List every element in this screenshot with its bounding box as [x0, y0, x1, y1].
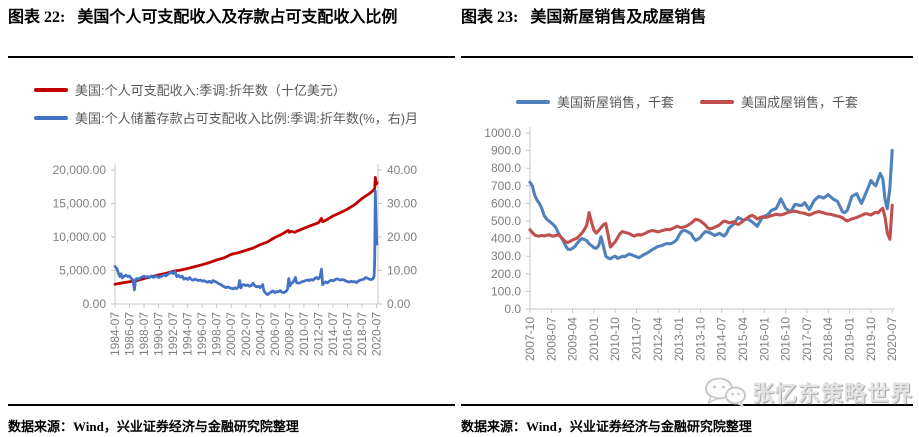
- svg-text:500.0: 500.0: [491, 214, 521, 228]
- svg-text:2012-07: 2012-07: [311, 312, 325, 356]
- svg-text:0.0: 0.0: [504, 302, 521, 316]
- svg-text:2018-07: 2018-07: [355, 312, 369, 356]
- svg-text:10.00: 10.00: [387, 264, 417, 278]
- legend-label: 美国:个人储蓄存款占可支配收入比例:季调:折年数(%，右)月: [75, 111, 419, 126]
- svg-text:1986-07: 1986-07: [123, 312, 137, 356]
- figure-22-title: 图表 22: 美国个人可支配收入及存款占可支配收入比例: [8, 6, 416, 29]
- legend-item-fig22-0: 美国:个人可支配收入:季调:折年数（十亿美元）: [34, 80, 455, 99]
- figure-23-chart: 0.0 100.0 200.0 300.0 400.0 500.0 600.0 700.0 80…: [461, 118, 913, 415]
- svg-text:5,000.00: 5,000.00: [59, 264, 106, 278]
- svg-text:200.0: 200.0: [491, 267, 521, 281]
- svg-text:2014-07: 2014-07: [715, 317, 729, 361]
- svg-text:300.0: 300.0: [491, 249, 521, 263]
- svg-text:2002-07: 2002-07: [239, 312, 253, 356]
- figure-23-header: 图表 23: 美国新屋销售及成屋销售: [461, 6, 913, 58]
- svg-text:40.00: 40.00: [387, 163, 417, 177]
- svg-text:20.00: 20.00: [387, 230, 417, 244]
- figure-22-header: 图表 22: 美国个人可支配收入及存款占可支配收入比例: [8, 6, 455, 58]
- figure-23-legend: 美国新屋销售，千套 美国成屋销售，千套: [461, 92, 913, 111]
- svg-text:1996-07: 1996-07: [195, 312, 209, 356]
- svg-text:10,000.00: 10,000.00: [53, 230, 107, 244]
- legend-label: 美国成屋销售，千套: [741, 95, 859, 110]
- legend-swatch: [700, 99, 734, 104]
- svg-text:20,000.00: 20,000.00: [53, 163, 107, 177]
- figure-23-footer: 数据来源：Wind，兴业证券经济与金融研究院整理: [461, 404, 913, 436]
- watermark: 张忆东策略世界: [704, 376, 913, 408]
- svg-text:2007-10: 2007-10: [523, 317, 537, 361]
- svg-text:1000.0: 1000.0: [484, 126, 521, 140]
- svg-text:2019-10: 2019-10: [864, 317, 878, 361]
- legend-item-fig23-1: 美国成屋销售，千套: [700, 92, 858, 111]
- svg-text:100.0: 100.0: [491, 284, 521, 298]
- figure-22-chart: 0.00 5,000.00 10,000.00 15,000.00 20,000.00 0…: [8, 146, 455, 388]
- svg-text:1994-07: 1994-07: [181, 312, 195, 356]
- figure-22-footer: 数据来源：Wind，兴业证券经济与金融研究院整理: [8, 404, 455, 436]
- svg-text:700.0: 700.0: [491, 179, 521, 193]
- svg-text:2009-04: 2009-04: [566, 317, 580, 361]
- svg-text:2014-07: 2014-07: [326, 312, 340, 356]
- svg-text:2016-07: 2016-07: [340, 312, 354, 356]
- svg-text:2010-01: 2010-01: [587, 317, 601, 361]
- figure-23-title: 图表 23: 美国新屋销售及成屋销售: [461, 6, 913, 29]
- svg-text:400.0: 400.0: [491, 232, 521, 246]
- svg-text:1988-07: 1988-07: [137, 312, 151, 356]
- figure-22-title-text: 美国个人可支配收入及存款占可支配收入比例: [77, 9, 398, 26]
- figure-22-label: 图表 22:: [8, 9, 66, 26]
- svg-text:2020-07: 2020-07: [885, 317, 899, 361]
- watermark-text: 张忆东策略世界: [751, 381, 913, 406]
- svg-text:2004-07: 2004-07: [253, 312, 267, 356]
- svg-text:2000-07: 2000-07: [224, 312, 238, 356]
- svg-text:1984-07: 1984-07: [108, 312, 122, 356]
- svg-text:2017-07: 2017-07: [800, 317, 814, 361]
- svg-text:2013-10: 2013-10: [693, 317, 707, 361]
- svg-text:2011-07: 2011-07: [630, 317, 644, 360]
- legend-item-fig22-1: 美国:个人储蓄存款占可支配收入比例:季调:折年数(%，右)月: [34, 108, 455, 127]
- figure-23-source: 数据来源：Wind，兴业证券经济与金融研究院整理: [461, 419, 752, 434]
- legend-label: 美国:个人可支配收入:季调:折年数（十亿美元）: [75, 83, 346, 98]
- svg-text:2010-10: 2010-10: [608, 317, 622, 361]
- svg-text:2018-04: 2018-04: [821, 317, 835, 361]
- svg-text:2012-04: 2012-04: [651, 317, 665, 361]
- legend-item-fig23-0: 美国新屋销售，千套: [515, 92, 674, 111]
- figure-22-legend: 美国:个人可支配收入:季调:折年数（十亿美元） 美国:个人储蓄存款占可支配收入比例…: [34, 80, 455, 127]
- svg-text:15,000.00: 15,000.00: [53, 197, 107, 211]
- svg-text:1992-07: 1992-07: [166, 312, 180, 356]
- svg-text:30.00: 30.00: [387, 197, 417, 211]
- svg-text:0.00: 0.00: [387, 297, 411, 311]
- svg-text:2016-10: 2016-10: [779, 317, 793, 361]
- svg-text:2015-04: 2015-04: [736, 317, 750, 361]
- legend-swatch: [34, 115, 68, 120]
- svg-text:1998-07: 1998-07: [210, 312, 224, 356]
- figure-23-title-text: 美国新屋销售及成屋销售: [530, 9, 707, 26]
- svg-text:2008-07: 2008-07: [544, 317, 558, 361]
- wechat-icon: [704, 377, 746, 407]
- svg-text:0.00: 0.00: [83, 297, 107, 311]
- legend-label: 美国新屋销售，千套: [556, 95, 674, 110]
- svg-text:2008-07: 2008-07: [282, 312, 296, 356]
- svg-text:800.0: 800.0: [491, 161, 521, 175]
- svg-text:1990-07: 1990-07: [152, 312, 166, 356]
- svg-text:2010-07: 2010-07: [297, 312, 311, 356]
- svg-text:900.0: 900.0: [491, 144, 521, 158]
- svg-text:2006-07: 2006-07: [268, 312, 282, 356]
- svg-text:2016-01: 2016-01: [757, 317, 771, 361]
- legend-swatch: [34, 87, 68, 92]
- figure-22-source: 数据来源：Wind，兴业证券经济与金融研究院整理: [8, 419, 299, 434]
- svg-text:600.0: 600.0: [491, 196, 521, 210]
- svg-text:2020-07: 2020-07: [370, 312, 384, 356]
- figure-22: 图表 22: 美国个人可支配收入及存款占可支配收入比例 美国:个人可支配收入:季调…: [8, 6, 455, 434]
- svg-text:2019-01: 2019-01: [843, 317, 857, 361]
- legend-swatch: [515, 99, 550, 104]
- figure-23-label: 图表 23:: [461, 9, 519, 26]
- svg-text:2013-01: 2013-01: [672, 317, 686, 361]
- figure-23: 图表 23: 美国新屋销售及成屋销售 美国新屋销售，千套 美国成屋销售，千套 0.0…: [461, 6, 913, 434]
